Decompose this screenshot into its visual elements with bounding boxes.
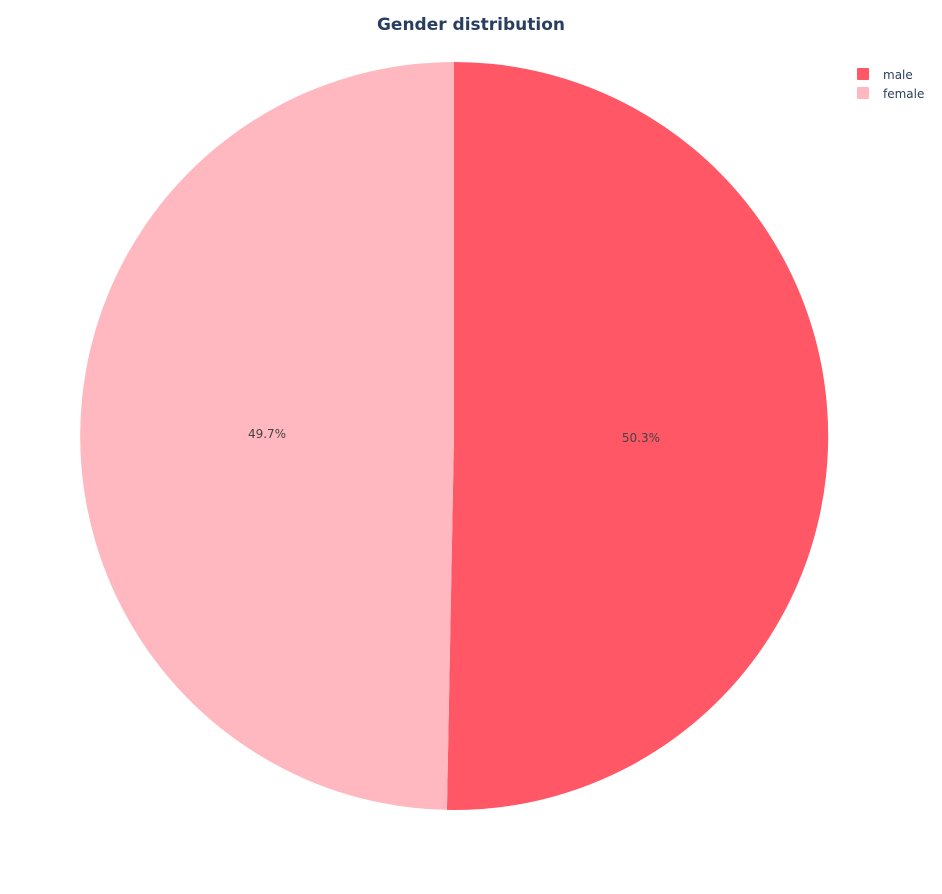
legend-label-male: male <box>883 68 913 82</box>
legend-swatch-male <box>857 68 869 80</box>
legend-item-female[interactable]: female <box>857 87 924 101</box>
legend: male female <box>857 68 924 101</box>
pie-slice-labels: 50.3% 49.7% <box>248 427 660 445</box>
pie-slice-label-female: 49.7% <box>248 427 286 441</box>
pie-slice-male[interactable] <box>446 61 829 811</box>
pie-slices <box>80 61 829 811</box>
legend-swatch-female <box>857 87 869 99</box>
legend-label-female: female <box>883 87 924 101</box>
legend-item-male[interactable]: male <box>857 68 913 82</box>
pie-slice-label-male: 50.3% <box>622 431 660 445</box>
pie-slice-female[interactable] <box>80 62 455 810</box>
chart-title: Gender distribution <box>377 15 565 35</box>
